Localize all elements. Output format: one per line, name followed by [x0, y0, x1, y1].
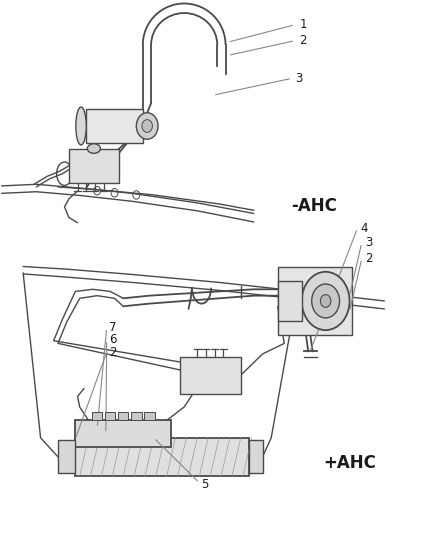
Text: 2: 2 — [300, 34, 307, 47]
Text: 2: 2 — [365, 252, 372, 265]
Text: 7: 7 — [110, 321, 117, 334]
FancyBboxPatch shape — [75, 438, 250, 476]
Circle shape — [302, 272, 350, 330]
Text: 3: 3 — [295, 72, 303, 85]
Text: 2: 2 — [110, 346, 117, 359]
Circle shape — [321, 295, 331, 308]
FancyBboxPatch shape — [86, 109, 143, 143]
Text: 6: 6 — [110, 333, 117, 346]
FancyBboxPatch shape — [92, 413, 102, 420]
FancyBboxPatch shape — [278, 266, 352, 335]
FancyBboxPatch shape — [131, 413, 141, 420]
Ellipse shape — [76, 107, 86, 145]
FancyBboxPatch shape — [180, 357, 241, 394]
FancyBboxPatch shape — [144, 413, 155, 420]
FancyBboxPatch shape — [118, 413, 128, 420]
Ellipse shape — [87, 144, 100, 154]
FancyBboxPatch shape — [105, 413, 116, 420]
FancyBboxPatch shape — [75, 420, 171, 447]
Text: -AHC: -AHC — [291, 197, 337, 214]
FancyBboxPatch shape — [278, 281, 302, 321]
Text: 5: 5 — [201, 479, 209, 491]
Circle shape — [136, 113, 158, 139]
FancyBboxPatch shape — [69, 149, 119, 183]
Text: 4: 4 — [360, 222, 368, 235]
FancyBboxPatch shape — [250, 440, 262, 473]
FancyBboxPatch shape — [58, 440, 75, 473]
Text: 1: 1 — [300, 18, 307, 31]
Text: +AHC: +AHC — [323, 454, 376, 472]
Circle shape — [312, 284, 339, 318]
Text: 3: 3 — [365, 236, 372, 249]
Circle shape — [142, 119, 152, 132]
